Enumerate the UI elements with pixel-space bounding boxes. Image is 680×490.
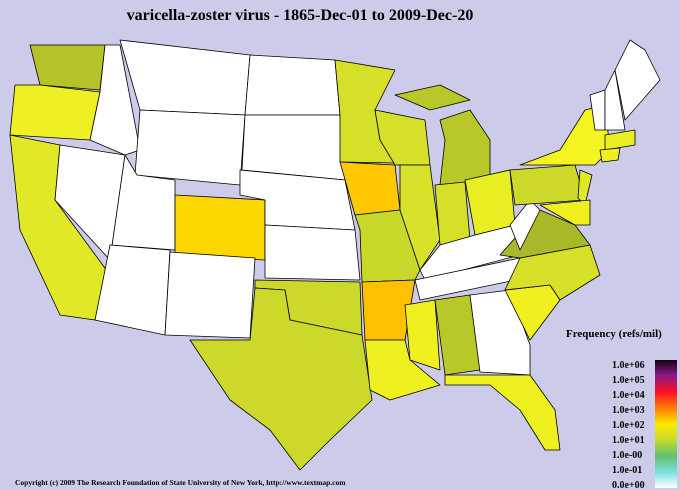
map-title: varicella-zoster virus - 1865-Dec-01 to … <box>127 7 474 24</box>
legend-label: 1.0e+01 <box>612 435 645 446</box>
copyright-footer: Copyright (c) 2009 The Research Foundati… <box>15 478 346 487</box>
legend-color-bar <box>655 360 677 488</box>
legend-label: 1.0e+05 <box>612 375 645 386</box>
legend-label: 1.0e+03 <box>612 405 645 416</box>
legend-label: 1.0e+06 <box>612 360 645 371</box>
legend-label: 1.0e-00 <box>612 450 642 461</box>
legend-label: 0.0e+00 <box>612 480 645 490</box>
legend-label: 1.0e+04 <box>612 390 645 401</box>
us-states <box>9 39 661 471</box>
legend-labels: 1.0e+06 1.0e+05 1.0e+04 1.0e+03 1.0e+02 1.0e+… <box>612 360 645 490</box>
legend-label: 1.0e+02 <box>612 420 645 431</box>
legend-label: 1.0e-01 <box>612 465 642 476</box>
legend-title: Frequency (refs/mil) <box>566 328 662 340</box>
